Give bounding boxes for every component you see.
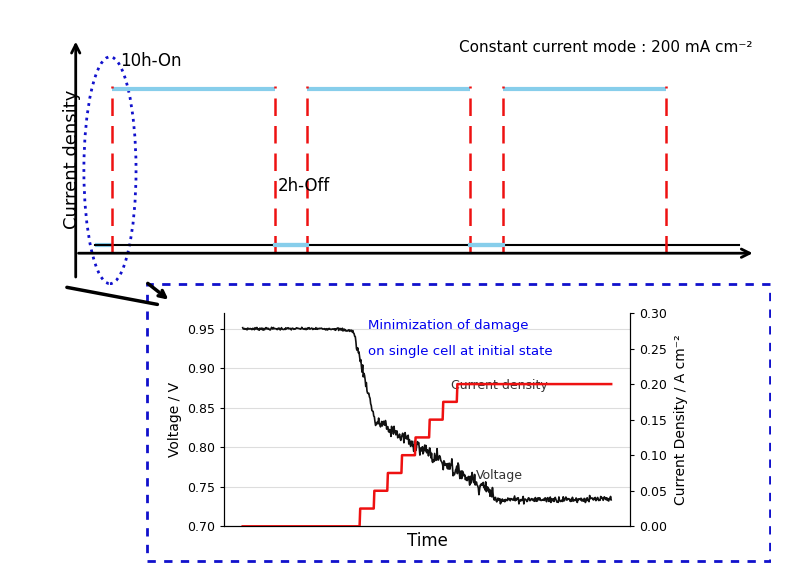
Text: Minimization of damage: Minimization of damage (368, 319, 529, 332)
X-axis label: Time: Time (407, 532, 447, 550)
Y-axis label: Voltage / V: Voltage / V (168, 382, 182, 457)
Y-axis label: Current Density / A cm⁻²: Current Density / A cm⁻² (674, 335, 688, 505)
Text: 2h-Off: 2h-Off (278, 177, 330, 195)
Text: Current density: Current density (451, 379, 548, 392)
Text: Constant current mode : 200 mA cm⁻²: Constant current mode : 200 mA cm⁻² (459, 40, 752, 55)
Text: 10h-On: 10h-On (120, 52, 181, 70)
Text: on single cell at initial state: on single cell at initial state (368, 345, 552, 358)
Text: Current density: Current density (63, 90, 80, 229)
Text: Voltage: Voltage (475, 469, 523, 481)
